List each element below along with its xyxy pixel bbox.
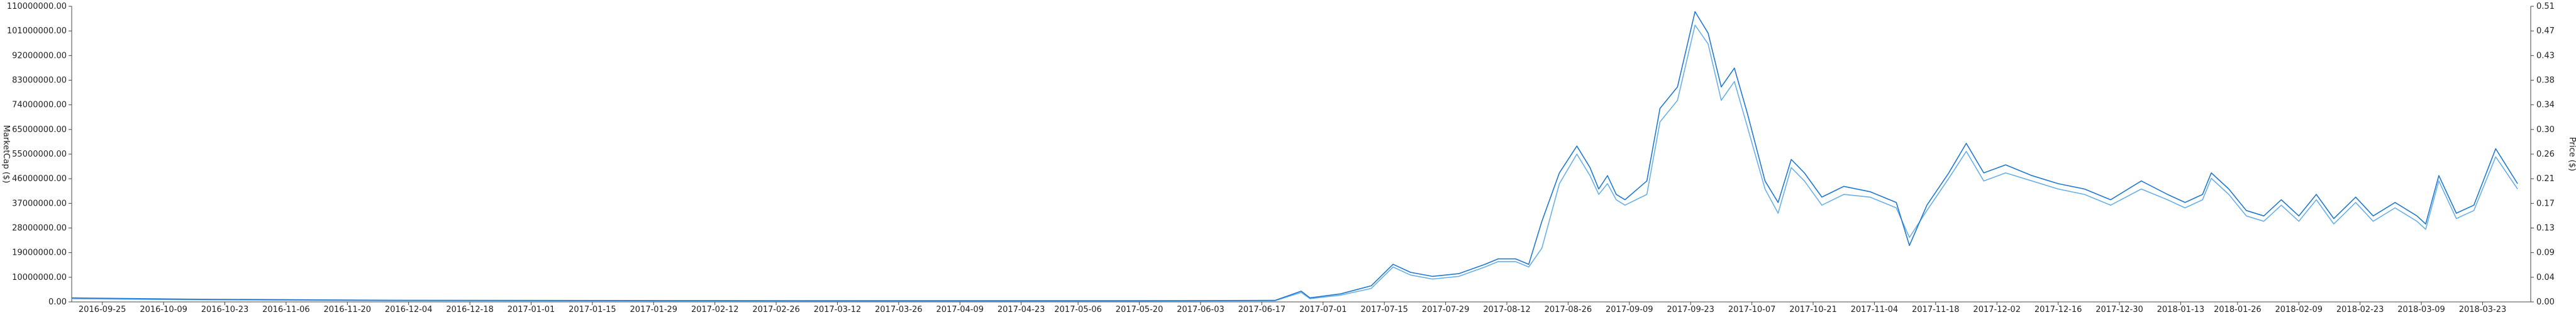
y-left-tick-label: 74000000.00 [12, 101, 67, 110]
x-tick-label: 2017-01-29 [630, 305, 678, 314]
x-tick-label: 2017-03-12 [814, 305, 862, 314]
axes [71, 6, 2531, 303]
x-tick-label: 2018-01-26 [2214, 305, 2262, 314]
y-left-tick-label: 101000000.00 [7, 26, 67, 36]
x-tick-label: 2018-01-13 [2157, 305, 2205, 314]
x-axis-ticks: 2016-09-25 2016-10-09 2016-10-23 2016-11-06… [79, 302, 2506, 314]
y-right-tick-label: 0.43 [2536, 51, 2555, 60]
series-line-price [71, 11, 2518, 301]
series-lines [71, 11, 2518, 302]
y-right-tick-label: 0.51 [2536, 2, 2555, 11]
x-tick-label: 2016-09-25 [79, 305, 126, 314]
y-left-tick-label: 28000000.00 [12, 224, 67, 233]
x-tick-label: 2017-01-01 [508, 305, 555, 314]
y-right-tick-label: 0.21 [2536, 174, 2555, 184]
x-tick-label: 2018-03-23 [2459, 305, 2507, 314]
x-tick-label: 2017-07-29 [1422, 305, 1470, 314]
x-tick-label: 2017-04-09 [936, 305, 984, 314]
y-left-tick-label: 83000000.00 [12, 76, 67, 86]
x-tick-label: 2017-05-20 [1116, 305, 1163, 314]
x-tick-label: 2017-12-16 [2035, 305, 2082, 314]
x-tick-label: 2017-07-01 [1299, 305, 1347, 314]
x-tick-label: 2018-03-09 [2397, 305, 2445, 314]
x-tick-label: 2016-10-23 [201, 305, 249, 314]
x-tick-label: 2017-08-12 [1483, 305, 1531, 314]
y-right-tick-label: 0.38 [2536, 76, 2555, 86]
x-tick-label: 2017-12-02 [1973, 305, 2021, 314]
x-tick-label: 2016-11-06 [262, 305, 310, 314]
y-axis-left-ticks: 110000000.00 101000000.00 92000000.00 83000… [7, 2, 72, 307]
y-axis-right-ticks: 0.51 0.47 0.43 0.38 0.34 0.30 0.26 0.21 0.17 0.13… [2531, 2, 2555, 307]
x-tick-label: 2018-02-09 [2275, 305, 2323, 314]
x-tick-label: 2017-10-21 [1789, 305, 1837, 314]
y-left-tick-label: 37000000.00 [12, 199, 67, 208]
x-tick-label: 2016-12-04 [385, 305, 433, 314]
y-right-tick-label: 0.00 [2536, 298, 2555, 307]
x-tick-label: 2017-11-18 [1912, 305, 1960, 314]
x-tick-label: 2017-09-23 [1667, 305, 1714, 314]
x-tick-label: 2017-02-26 [752, 305, 800, 314]
x-tick-label: 2016-12-18 [446, 305, 494, 314]
x-tick-label: 2018-02-23 [2336, 305, 2384, 314]
y-left-tick-label: 10000000.00 [12, 273, 67, 282]
y-axis-left-title: MarketCap ($) [1, 125, 11, 184]
y-right-tick-label: 0.17 [2536, 199, 2555, 208]
y-right-tick-label: 0.30 [2536, 125, 2555, 135]
x-tick-label: 2017-12-30 [2096, 305, 2143, 314]
y-left-tick-label: 92000000.00 [12, 51, 67, 60]
y-right-tick-label: 0.34 [2536, 101, 2555, 110]
x-tick-label: 2017-04-23 [997, 305, 1045, 314]
series-line-marketcap [71, 25, 2518, 302]
x-tick-label: 2017-11-04 [1851, 305, 1899, 314]
x-tick-label: 2017-06-03 [1177, 305, 1224, 314]
y-axis-right-title: Price ($) [2567, 137, 2576, 171]
y-left-tick-label: 65000000.00 [12, 125, 67, 135]
x-tick-label: 2017-05-06 [1054, 305, 1102, 314]
x-tick-label: 2017-01-15 [569, 305, 616, 314]
x-tick-label: 2016-11-20 [324, 305, 372, 314]
y-left-tick-label: 55000000.00 [12, 150, 67, 159]
x-tick-label: 2017-02-12 [691, 305, 739, 314]
y-left-tick-label: 19000000.00 [12, 248, 67, 258]
x-tick-label: 2017-10-07 [1728, 305, 1776, 314]
y-right-tick-label: 0.26 [2536, 150, 2555, 159]
x-tick-label: 2017-08-26 [1545, 305, 1592, 314]
y-right-tick-label: 0.04 [2536, 273, 2555, 282]
x-tick-label: 2017-06-17 [1238, 305, 1286, 314]
y-right-tick-label: 0.13 [2536, 224, 2555, 233]
x-tick-label: 2017-09-09 [1606, 305, 1653, 314]
x-tick-label: 2017-03-26 [875, 305, 923, 314]
y-left-tick-label: 110000000.00 [7, 2, 67, 11]
y-right-tick-label: 0.09 [2536, 248, 2555, 258]
x-tick-label: 2017-07-15 [1360, 305, 1408, 314]
x-tick-label: 2016-10-09 [140, 305, 187, 314]
y-left-tick-label: 0.00 [48, 298, 67, 307]
y-right-tick-label: 0.47 [2536, 26, 2555, 36]
y-left-tick-label: 46000000.00 [12, 174, 67, 184]
